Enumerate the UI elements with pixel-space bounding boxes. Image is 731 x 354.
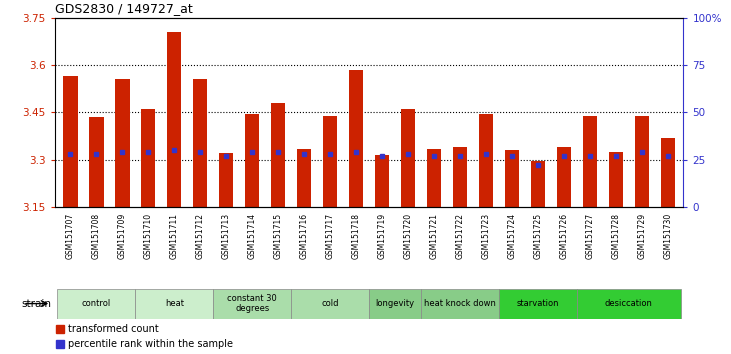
Bar	[213, 289, 291, 319]
Bar	[505, 150, 519, 207]
Bar	[167, 32, 181, 207]
Bar	[583, 115, 597, 207]
Text: GSM151708: GSM151708	[92, 213, 101, 259]
Bar	[271, 103, 285, 207]
Bar	[453, 147, 467, 207]
Text: heat: heat	[164, 299, 183, 308]
Bar	[661, 138, 675, 207]
Text: constant 30
degrees: constant 30 degrees	[227, 294, 277, 313]
Bar	[58, 289, 135, 319]
Text: GSM151715: GSM151715	[273, 213, 283, 259]
Bar	[427, 149, 442, 207]
Bar	[369, 289, 421, 319]
Text: GSM151710: GSM151710	[144, 213, 153, 259]
Bar	[499, 289, 577, 319]
Bar	[141, 109, 156, 207]
Text: strain: strain	[21, 298, 51, 309]
Text: GSM151720: GSM151720	[404, 213, 412, 259]
Text: GSM151718: GSM151718	[352, 213, 360, 259]
Text: starvation: starvation	[517, 299, 559, 308]
Text: desiccation: desiccation	[605, 299, 653, 308]
Text: heat knock down: heat knock down	[424, 299, 496, 308]
Text: GSM151714: GSM151714	[248, 213, 257, 259]
Bar	[64, 76, 77, 207]
Text: cold: cold	[322, 299, 339, 308]
Bar	[531, 161, 545, 207]
Text: GDS2830 / 149727_at: GDS2830 / 149727_at	[55, 2, 192, 15]
Text: GSM151709: GSM151709	[118, 213, 127, 259]
Text: GSM151728: GSM151728	[611, 213, 621, 259]
Bar	[193, 79, 208, 207]
Text: GSM151726: GSM151726	[559, 213, 569, 259]
Bar	[401, 109, 415, 207]
Text: GSM151722: GSM151722	[455, 213, 465, 259]
Bar	[89, 117, 104, 207]
Bar	[115, 79, 129, 207]
Text: longevity: longevity	[376, 299, 414, 308]
Text: percentile rank within the sample: percentile rank within the sample	[67, 339, 232, 349]
Text: GSM151725: GSM151725	[534, 213, 542, 259]
Bar	[135, 289, 213, 319]
Bar	[291, 289, 369, 319]
Bar	[557, 147, 571, 207]
Bar	[245, 114, 260, 207]
Bar	[375, 155, 390, 207]
Bar	[609, 152, 623, 207]
Bar	[349, 70, 363, 207]
Text: GSM151711: GSM151711	[170, 213, 179, 259]
Text: transformed count: transformed count	[67, 324, 159, 334]
Text: GSM151707: GSM151707	[66, 213, 75, 259]
Text: GSM151713: GSM151713	[221, 213, 231, 259]
Bar	[479, 114, 493, 207]
Bar	[635, 115, 649, 207]
Bar	[323, 115, 337, 207]
Text: GSM151716: GSM151716	[300, 213, 308, 259]
Text: control: control	[82, 299, 111, 308]
Bar	[421, 289, 499, 319]
Text: GSM151729: GSM151729	[637, 213, 646, 259]
Bar	[577, 289, 681, 319]
Text: GSM151712: GSM151712	[196, 213, 205, 259]
Text: GSM151719: GSM151719	[378, 213, 387, 259]
Text: GSM151721: GSM151721	[430, 213, 439, 259]
Bar	[219, 153, 233, 207]
Text: GSM151724: GSM151724	[507, 213, 517, 259]
Text: GSM151717: GSM151717	[326, 213, 335, 259]
Text: GSM151727: GSM151727	[586, 213, 594, 259]
Text: GSM151730: GSM151730	[664, 213, 673, 259]
Text: GSM151723: GSM151723	[482, 213, 491, 259]
Bar	[297, 149, 311, 207]
